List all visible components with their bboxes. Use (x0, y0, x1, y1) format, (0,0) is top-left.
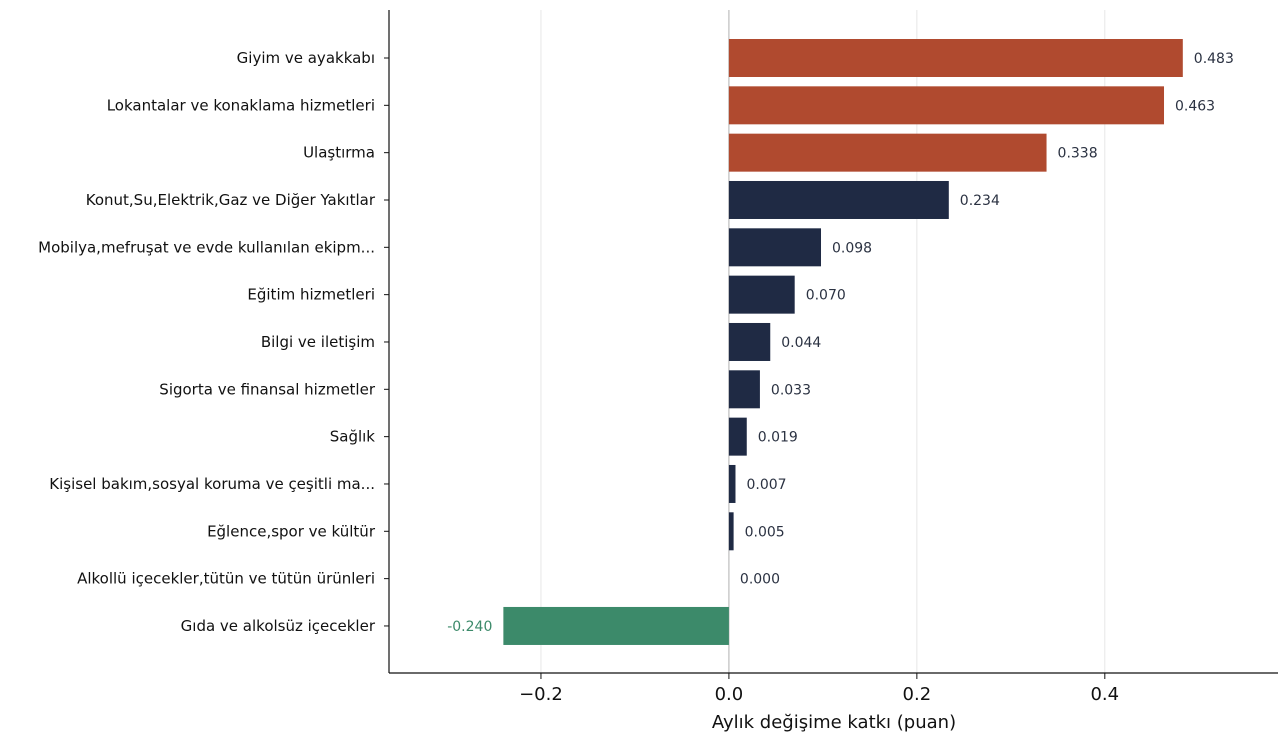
category-label: Giyim ve ayakkabı (237, 49, 375, 67)
x-tick-label: 0.4 (1090, 684, 1119, 705)
bar (728, 322, 771, 361)
value-label: 0.005 (745, 524, 785, 540)
value-label: 0.019 (758, 430, 798, 446)
bar (503, 606, 729, 645)
category-label: Sigorta ve finansal hizmetler (159, 380, 376, 398)
category-labels: Giyim ve ayakkabı Lokantalar ve konaklama… (38, 49, 376, 635)
category-label: Eğlence,spor ve kültür (207, 522, 376, 540)
category-label: Gıda ve alkolsüz içecekler (181, 617, 376, 635)
category-label: Bilgi ve iletişim (261, 333, 375, 351)
x-axis-title: Aylık değişime katkı (puan) (712, 712, 956, 733)
value-label: 0.007 (746, 477, 786, 493)
value-labels: 0.483 0.463 0.338 0.234 0.098 0.070 0.044 0.033… (447, 51, 1234, 635)
category-label: Ulaştırma (303, 144, 375, 162)
x-tick-label: 0.0 (715, 684, 744, 705)
value-label: 0.098 (832, 240, 872, 256)
bar (728, 39, 1183, 77)
value-label: -0.240 (447, 619, 492, 635)
value-label: 0.483 (1194, 51, 1234, 67)
value-label: 0.463 (1175, 98, 1215, 114)
axes: −0.2 0.0 0.2 0.4 (384, 10, 1278, 705)
bar (728, 417, 747, 456)
bar (728, 512, 734, 551)
bar (728, 180, 949, 219)
bar (728, 464, 736, 503)
bars (503, 39, 1183, 645)
bar (728, 275, 795, 314)
x-tick-label: 0.2 (903, 684, 932, 705)
bar (728, 86, 1165, 125)
value-label: 0.234 (960, 193, 1000, 209)
category-label: Mobilya,mefruşat ve evde kullanılan ekip… (38, 238, 375, 256)
x-tick-label: −0.2 (519, 684, 563, 705)
value-label: 0.044 (781, 335, 821, 351)
bar (728, 370, 760, 409)
category-label: Sağlık (330, 428, 376, 446)
value-label: 0.000 (740, 572, 780, 588)
category-label: Kişisel bakım,sosyal koruma ve çeşitli m… (49, 475, 375, 493)
value-label: 0.070 (806, 288, 846, 304)
bar (728, 133, 1047, 172)
category-label: Lokantalar ve konaklama hizmetleri (107, 96, 375, 114)
bar (728, 228, 822, 267)
category-label: Konut,Su,Elektrik,Gaz ve Diğer Yakıtlar (86, 191, 376, 209)
category-label: Eğitim hizmetleri (247, 286, 375, 304)
category-label: Alkollü içecekler,tütün ve tütün ürünler… (77, 570, 375, 588)
value-label: 0.033 (771, 382, 811, 398)
value-label: 0.338 (1058, 146, 1098, 162)
